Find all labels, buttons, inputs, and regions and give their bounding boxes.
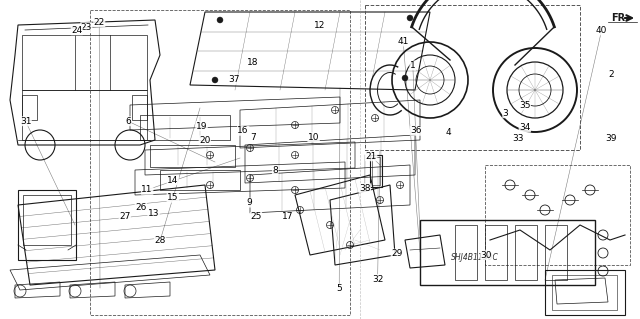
Bar: [485, 165, 630, 265]
Text: 37: 37: [228, 75, 239, 84]
Text: 10: 10: [308, 133, 319, 142]
Text: 8: 8: [273, 166, 278, 175]
Bar: [22, 90, 147, 140]
Text: 33: 33: [513, 134, 524, 143]
Text: 16: 16: [237, 126, 249, 135]
Text: 36: 36: [410, 126, 422, 135]
Bar: [150, 145, 235, 167]
Text: 40: 40: [596, 26, 607, 35]
Text: 25: 25: [250, 212, 262, 221]
Text: 3: 3: [503, 109, 508, 118]
Text: 39: 39: [605, 134, 617, 143]
Bar: [370, 155, 382, 187]
Text: 1: 1: [410, 61, 415, 70]
Text: 28: 28: [154, 236, 166, 245]
Bar: [515, 225, 537, 280]
Bar: [365, 5, 580, 150]
Bar: [455, 225, 477, 280]
Bar: [545, 270, 625, 315]
Text: 29: 29: [391, 249, 403, 258]
Bar: [23, 195, 71, 245]
Bar: [22, 95, 37, 120]
Bar: [160, 170, 240, 190]
Text: 20: 20: [199, 136, 211, 145]
Bar: [140, 115, 230, 140]
Text: 5: 5: [337, 284, 342, 293]
Bar: [420, 220, 595, 285]
Text: SHJ4B1130C: SHJ4B1130C: [451, 253, 499, 262]
Text: 4: 4: [445, 128, 451, 137]
Text: 7: 7: [250, 133, 255, 142]
Text: 13: 13: [148, 209, 159, 218]
Text: 18: 18: [247, 58, 259, 67]
Text: 38: 38: [359, 184, 371, 193]
Bar: [22, 35, 147, 90]
Text: 14: 14: [167, 176, 179, 185]
Text: 17: 17: [282, 212, 294, 221]
Bar: [545, 225, 567, 280]
Text: 24: 24: [71, 26, 83, 35]
Text: 21: 21: [365, 152, 377, 161]
Text: 9: 9: [247, 198, 252, 207]
Bar: [132, 95, 147, 120]
Bar: [18, 190, 76, 260]
Text: 2: 2: [609, 70, 614, 79]
Text: 30: 30: [481, 251, 492, 260]
Bar: [485, 225, 507, 280]
Bar: [372, 157, 380, 185]
Text: 22: 22: [93, 18, 105, 27]
Text: 6: 6: [125, 117, 131, 126]
Circle shape: [212, 77, 218, 83]
Text: 23: 23: [81, 23, 92, 32]
Text: 19: 19: [196, 122, 207, 130]
Circle shape: [407, 15, 413, 21]
Text: 32: 32: [372, 275, 383, 284]
Text: 35: 35: [519, 101, 531, 110]
Text: 26: 26: [135, 203, 147, 212]
Text: FR.: FR.: [611, 13, 629, 23]
Text: 31: 31: [20, 117, 31, 126]
Text: 34: 34: [519, 123, 531, 132]
Text: 12: 12: [314, 21, 326, 30]
Text: 27: 27: [119, 212, 131, 221]
Bar: [90, 10, 350, 315]
Text: 15: 15: [167, 193, 179, 202]
Circle shape: [402, 75, 408, 81]
Text: 41: 41: [397, 37, 409, 46]
Circle shape: [217, 17, 223, 23]
Bar: [552, 275, 617, 310]
Text: 11: 11: [141, 185, 153, 194]
